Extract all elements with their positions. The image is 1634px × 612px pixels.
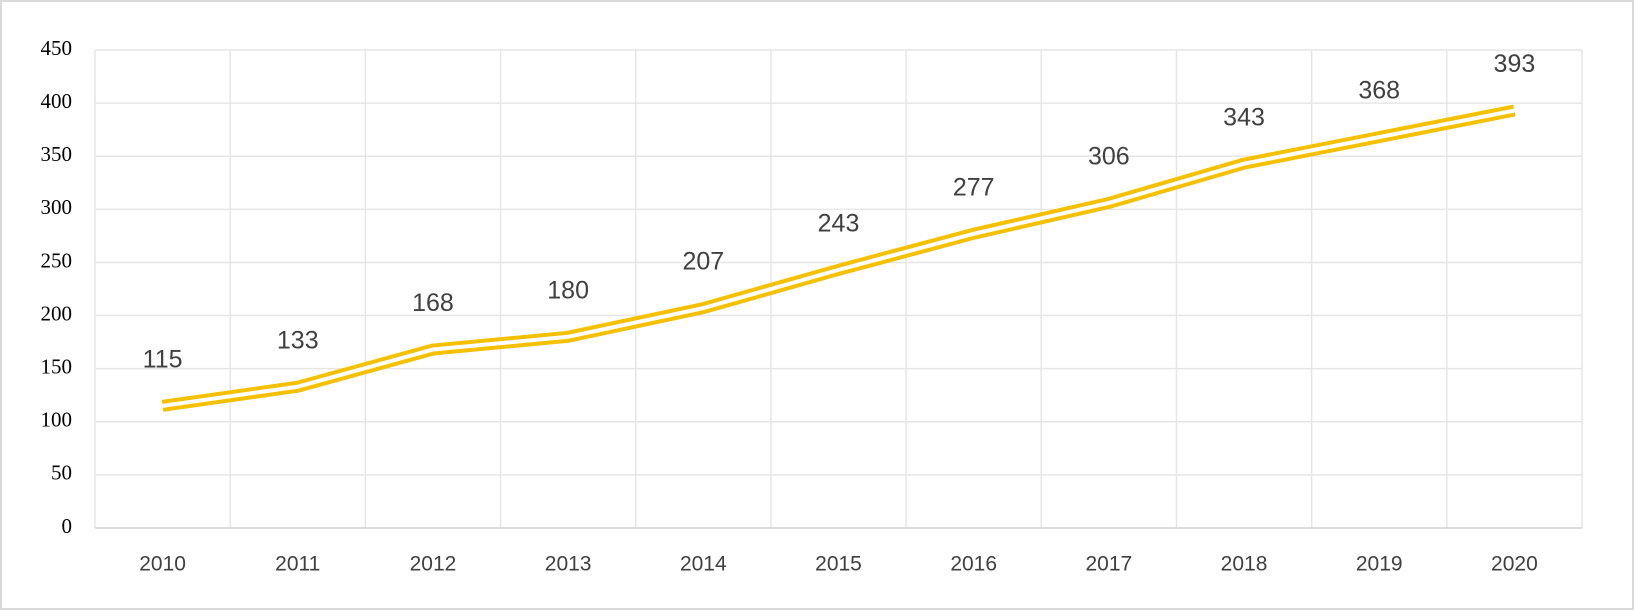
y-tick-label: 100 [41,408,73,432]
x-tick-label: 2020 [1491,553,1538,576]
y-tick-label: 250 [41,248,73,272]
x-tick-label: 2013 [545,553,592,576]
data-label: 343 [1223,103,1265,131]
x-tick-label: 2015 [815,553,862,576]
x-tick-label: 2016 [950,553,997,576]
y-tick-label: 0 [62,514,73,538]
x-tick-label: 2010 [139,553,186,576]
data-label: 115 [143,345,183,373]
y-tick-label: 150 [41,354,73,378]
data-label: 393 [1494,50,1536,78]
data-label: 133 [277,326,319,354]
data-label: 168 [412,289,454,317]
data-label: 180 [547,276,589,304]
data-label: 243 [818,209,860,237]
x-tick-label: 2017 [1086,553,1133,576]
y-tick-label: 350 [41,142,73,166]
data-label: 207 [682,248,724,276]
data-label: 306 [1088,143,1130,171]
x-tick-label: 2018 [1221,553,1268,576]
y-tick-label: 450 [41,36,73,60]
y-tick-label: 300 [41,195,73,219]
x-tick-label: 2012 [410,553,457,576]
x-tick-label: 2011 [275,553,320,576]
line-inner [162,108,1515,408]
y-tick-label: 200 [41,301,73,325]
y-tick-label: 400 [41,89,73,113]
data-label: 277 [953,173,995,201]
data-label: 368 [1358,77,1400,105]
x-tick-label: 2014 [680,553,727,576]
x-tick-label: 2019 [1356,553,1403,576]
y-tick-label: 50 [51,461,72,485]
